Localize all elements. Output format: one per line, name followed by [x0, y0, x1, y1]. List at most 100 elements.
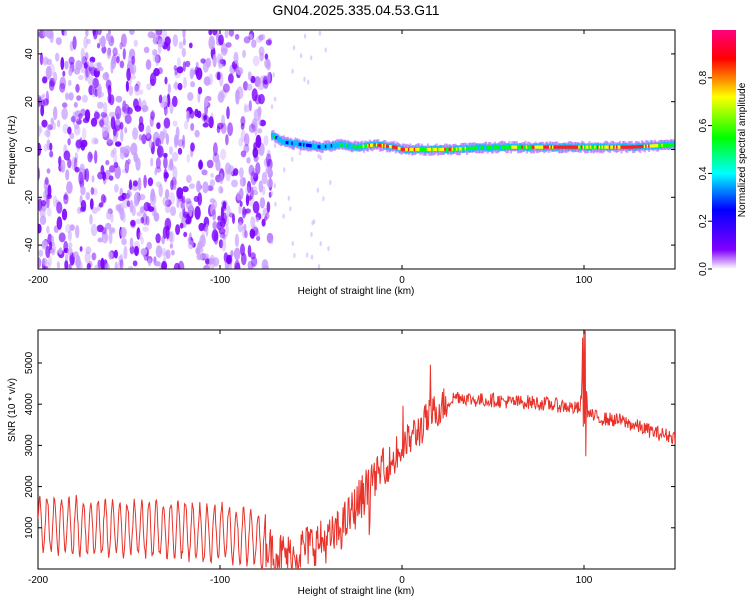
spectrogram-noise-cell	[40, 200, 47, 207]
spectrogram-ridge-cell	[621, 145, 625, 149]
spectrogram-ridge-cell	[402, 147, 405, 152]
spectrogram-ridge-cell	[653, 144, 657, 148]
spectrogram-noise-cell	[68, 68, 73, 77]
spectrogram-noise-cell	[80, 139, 88, 148]
spectrogram-ridge-cell	[633, 145, 636, 149]
spectrogram-ridge-cell	[466, 146, 469, 151]
spectrogram-noise-cell	[131, 205, 136, 217]
spectrogram-noise-cell	[195, 67, 203, 80]
spectrogram-noise-cell	[50, 117, 55, 126]
spectrogram-noise-cell	[82, 127, 87, 140]
spectrogram-ridge-cell	[340, 143, 344, 147]
spectrogram-noise-cell	[238, 137, 243, 147]
spectrogram-noise-cell	[310, 232, 313, 237]
spectrogram-noise-cell	[108, 228, 116, 235]
spectrogram-noise-cell	[43, 143, 48, 152]
spectrogram-noise-cell	[72, 36, 77, 50]
spectrogram-noise-cell	[75, 83, 80, 93]
spectrogram-ridge-cell	[623, 145, 626, 149]
spectrogram-ridge-cell	[586, 145, 590, 149]
spectrogram-ridge-cell	[484, 145, 488, 150]
spectrogram-noise-cell	[298, 150, 302, 156]
spectrogram-ridge-cell	[403, 147, 406, 152]
spectrogram-noise-cell	[125, 80, 129, 92]
spectrogram-noise-cell	[272, 72, 275, 78]
spectrogram-noise-cell	[181, 47, 186, 58]
snr-y-tick-label: 4000	[24, 393, 35, 416]
spectrogram-noise-cell	[120, 227, 127, 239]
spectrogram-ridge-cell	[659, 143, 662, 148]
spectrogram-ridge-cell	[418, 147, 421, 152]
spectrogram-noise-cell	[41, 258, 48, 266]
spectrogram-noise-cell	[186, 110, 190, 123]
colorbar-gradient	[712, 30, 736, 269]
spectrogram-ridge-cell	[399, 147, 402, 151]
spectrogram-noise-cell	[273, 143, 277, 149]
spectrogram-noise-cell	[135, 218, 142, 225]
spectrogram-noise-cell	[74, 112, 80, 122]
spectrogram-noise-cell	[262, 185, 266, 196]
spectrogram-ridge-cell	[381, 144, 384, 148]
spectrogram-ridge-cell	[538, 145, 542, 149]
spectrogram-noise-cell	[91, 175, 95, 183]
spectrogram-noise-cell	[89, 214, 93, 225]
spectrogram-ridge-cell	[463, 147, 466, 151]
spectrogram-ridge-cell	[410, 147, 413, 152]
spectrogram-ridge-cell	[295, 142, 298, 146]
spectrogram-noise-cell	[252, 224, 257, 231]
spectrogram-noise-cell	[64, 259, 69, 269]
spectrogram-noise-cell	[62, 70, 66, 77]
spectrogram-noise-cell	[90, 117, 98, 127]
spectrogram-noise-cell	[177, 82, 183, 91]
spectrogram-noise-cell	[115, 95, 123, 103]
spectrogram-noise-cell	[40, 104, 45, 117]
spectrogram-noise-cell	[97, 30, 101, 35]
spectrogram-noise-cell	[148, 139, 153, 149]
spectrogram-ridge-cell	[428, 147, 431, 152]
spectrogram-noise-cell	[100, 117, 105, 129]
spectrogram-x-tick-label: -200	[28, 275, 48, 286]
spectrogram-noise-cell	[178, 41, 184, 49]
spectrogram-noise-cell	[165, 225, 170, 240]
spectrogram-noise-cell	[122, 146, 127, 154]
snr-x-tick-label: -100	[210, 575, 230, 586]
spectrogram-noise-cell	[63, 194, 68, 201]
spectrogram-noise-cell	[79, 246, 83, 252]
spectrogram-ridge-cell	[390, 145, 393, 149]
colorbar-label: Normalized spectral amplitude	[737, 82, 748, 217]
spectrogram-noise-cell	[147, 258, 152, 267]
spectrogram-noise-cell	[46, 207, 52, 217]
spectrogram-noise-cell	[240, 129, 246, 143]
spectrogram-noise-cell	[274, 201, 277, 207]
spectrogram-noise-cell	[154, 54, 161, 64]
spectrogram-ridge-cell	[483, 146, 486, 150]
spectrogram-ridge-cell	[668, 143, 671, 147]
spectrogram-x-tick-label: 100	[576, 275, 593, 286]
snr-y-axis-label: SNR (10 * v/v)	[7, 378, 18, 442]
spectrogram-noise-cell	[124, 159, 130, 174]
spectrogram-ridge-cell	[618, 145, 622, 149]
spectrogram-noise-cell	[49, 150, 54, 158]
spectrogram-noise-cell	[164, 76, 168, 85]
spectrogram-noise-cell	[200, 58, 206, 64]
spectrogram-ridge-cell	[464, 147, 467, 151]
spectrogram-noise-cell	[63, 240, 69, 253]
spectrogram-noise-cell	[211, 229, 219, 242]
spectrogram-ridge-cell	[664, 143, 667, 147]
spectrogram-noise-cell	[243, 223, 247, 232]
spectrogram-ridge-cell	[396, 146, 399, 150]
spectrogram-ridge-cell	[467, 146, 470, 151]
spectrogram-noise-cell	[80, 200, 87, 212]
spectrogram-noise-cell	[41, 119, 48, 128]
spectrogram-ridge-cell	[496, 145, 499, 149]
spectrogram-y-tick-label: 20	[24, 96, 35, 108]
snr-x-axis-label: Height of straight line (km)	[298, 586, 415, 597]
spectrogram-noise-cell	[143, 174, 147, 189]
spectrogram-noise-cell	[260, 33, 266, 41]
spectrogram-noise-cell	[246, 180, 252, 194]
spectrogram-ridge-cell	[423, 147, 427, 152]
spectrogram-noise-cell	[265, 212, 270, 220]
spectrogram-noise-cell	[262, 207, 269, 217]
spectrogram-panel: -200 -100 0 100 40 20 0 -20 -40 Height of strai…	[7, 29, 676, 297]
spectrogram-ridge-cell	[616, 145, 619, 149]
